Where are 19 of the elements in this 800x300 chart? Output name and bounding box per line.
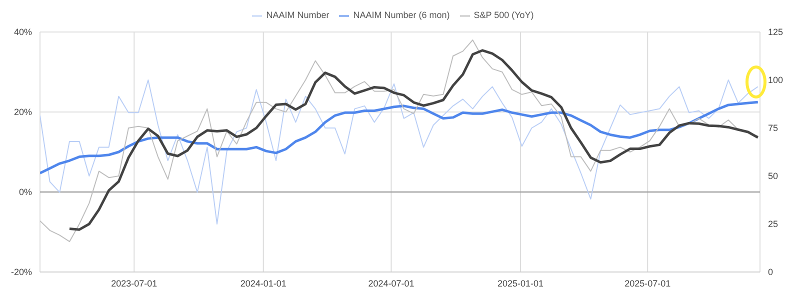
x-tick-label: 2024-01-01: [240, 278, 286, 288]
y2-tick-label: 50: [768, 171, 778, 182]
y2-tick-label: 25: [768, 219, 778, 230]
y2-tick-label: 100: [768, 75, 784, 86]
x-tick-label: 2023-07-01: [111, 278, 158, 288]
x-tick-label: 2025-01-01: [497, 278, 544, 288]
legend-label: NAAIM Number: [266, 10, 330, 20]
y-tick-label: 0%: [18, 187, 32, 198]
y2-tick-label: 0: [768, 267, 774, 278]
legend-label: S&P 500 (YoY): [474, 10, 534, 20]
x-tick-label: 2024-07-01: [368, 278, 414, 288]
line-series: [40, 100, 760, 174]
y-tick-label: -20%: [10, 267, 32, 278]
y-tick-label: 20%: [14, 107, 32, 118]
legend-label: NAAIM Number (6 mon): [353, 10, 450, 20]
y2-tick-label: 125: [768, 27, 784, 38]
y2-tick-label: 75: [768, 123, 778, 134]
y-tick-label: 40%: [14, 27, 32, 38]
x-tick-label: 2025-07-01: [624, 278, 671, 288]
